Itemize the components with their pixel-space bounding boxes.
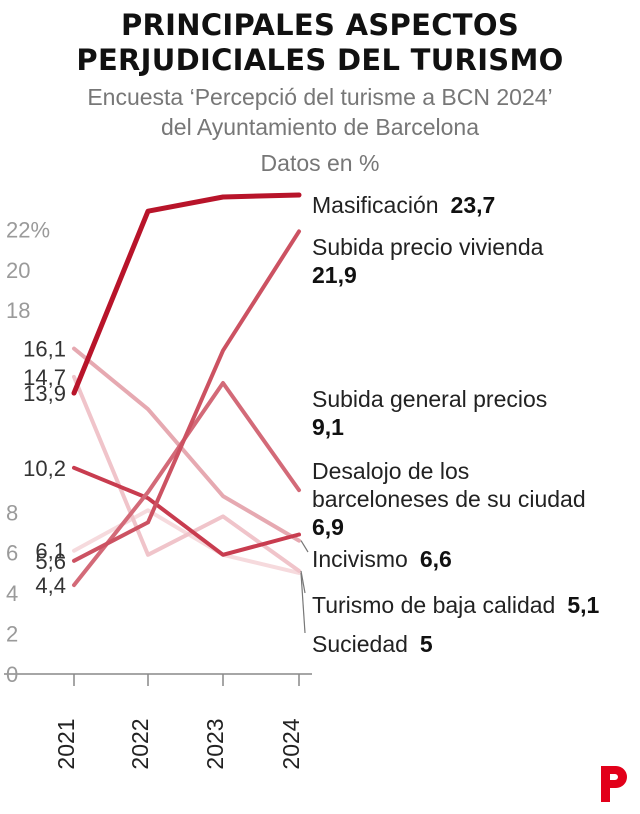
series-end-value: 5,1: [567, 592, 599, 618]
series-line-5: [72, 346, 301, 543]
series-label: Subida general precios: [312, 386, 547, 412]
series-label: Incivismo 6,6: [312, 546, 452, 572]
y-tick-label: 18: [6, 298, 30, 323]
x-tick-label-2022: 2022: [127, 718, 153, 769]
chart-subtitle: Encuesta ‘Percepció del turisme a BCN 20…: [0, 82, 640, 142]
series-label: Turismo de baja calidad 5,1: [312, 592, 600, 618]
series-line-3: [72, 381, 301, 588]
x-tick-label-2021: 2021: [53, 718, 79, 769]
start-value-label: 5,6: [35, 549, 66, 574]
y-tick-label: 22%: [6, 217, 50, 242]
series-name: Subida general precios: [312, 386, 547, 412]
y-tick-label: 8: [6, 500, 18, 525]
series-end-value: 6,6: [420, 546, 452, 572]
leader-line: [300, 540, 309, 553]
series-label-line-2: barceloneses de su ciudad: [312, 486, 586, 512]
series-label-line-1: Desalojo de los: [312, 458, 469, 484]
start-value-label: 16,1: [23, 337, 66, 362]
x-tick-label-2023: 2023: [202, 718, 228, 769]
series-end-value: 5: [420, 631, 433, 657]
chart-title: PRINCIPALES ASPECTOS PERJUDICIALES DEL T…: [0, 8, 640, 78]
series-end-value: 21,9: [312, 262, 357, 288]
series-name: Subida precio vivienda: [312, 234, 544, 260]
start-value-label: 10,2: [23, 456, 66, 481]
y-tick-label: 4: [6, 581, 18, 606]
subtitle-line-2: del Ayuntamiento de Barcelona: [161, 114, 479, 140]
series-label: Subida precio vivienda: [312, 234, 544, 260]
series-end-value: 23,7: [451, 192, 496, 218]
start-value-label: 13,9: [23, 381, 66, 406]
leader-line: [300, 572, 306, 634]
title-line-2: PERJUDICIALES DEL TURISMO: [76, 43, 564, 77]
start-value-label: 14,7: [23, 365, 66, 390]
series-end-value: 6,9: [312, 514, 344, 540]
series-name: Suciedad: [312, 631, 408, 657]
y-tick-label: 6: [6, 541, 18, 566]
subtitle-line-1: Encuesta ‘Percepció del turisme a BCN 20…: [87, 84, 553, 110]
series-line-4: [72, 465, 301, 557]
series-name: Masificación: [312, 192, 439, 218]
series-end-value: 9,1: [312, 414, 344, 440]
series-label: Masificación 23,7: [312, 192, 495, 218]
y-tick-label: 0: [6, 662, 18, 687]
series-line-2: [72, 229, 301, 563]
y-tick-label: 2: [6, 622, 18, 647]
series-name: Incivismo: [312, 546, 408, 572]
start-value-label: 6,1: [35, 539, 66, 564]
title-line-1: PRINCIPALES ASPECTOS: [120, 8, 520, 42]
series-line-7: [72, 508, 301, 575]
y-tick-label: 20: [6, 258, 30, 283]
brand-logo-icon: [601, 766, 627, 802]
series-name: Turismo de baja calidad: [312, 592, 555, 618]
x-tick-label-2024: 2024: [278, 718, 304, 769]
series-line-1: [71, 192, 302, 396]
units-label: Datos en %: [260, 150, 380, 176]
start-value-label: 4,4: [35, 573, 66, 598]
series-label: Suciedad 5: [312, 631, 433, 657]
